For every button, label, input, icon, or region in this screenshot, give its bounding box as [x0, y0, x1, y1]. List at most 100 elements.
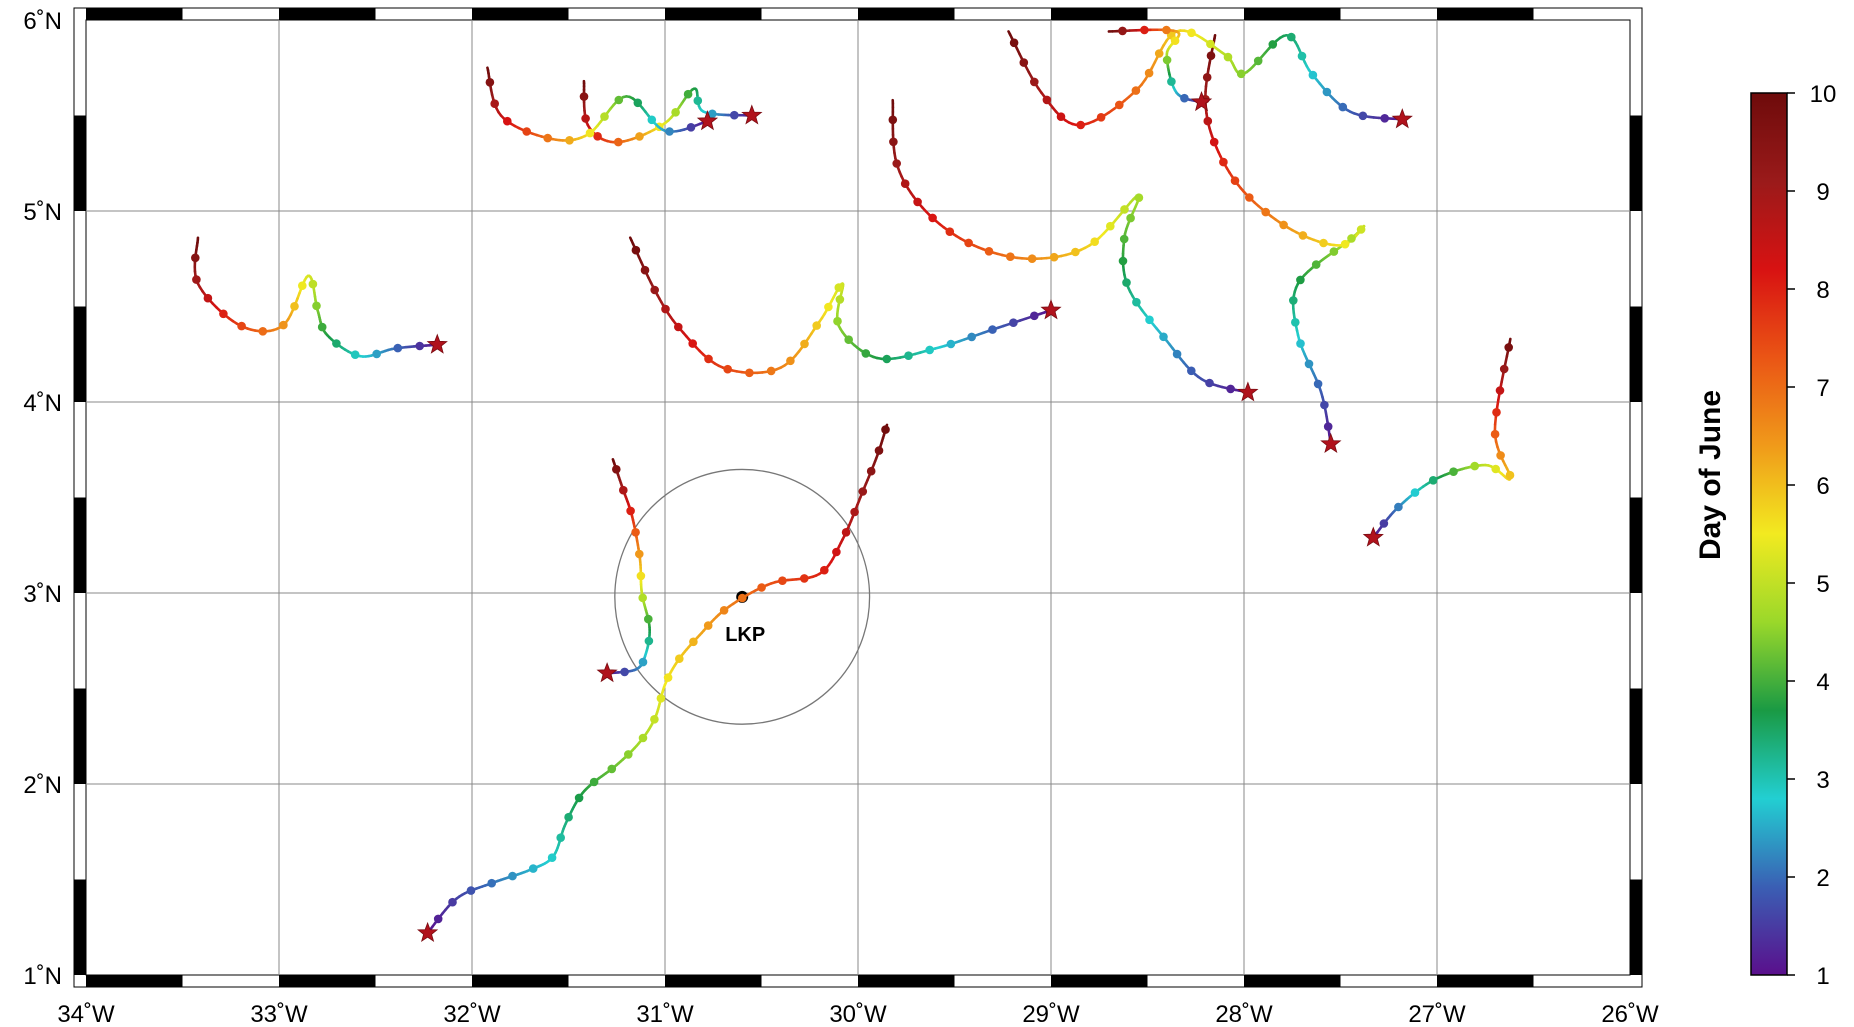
trajectory-point [1279, 220, 1288, 230]
frame-segment-top [1051, 8, 1148, 20]
trajectory-point [1322, 87, 1332, 97]
trajectory [1362, 337, 1515, 547]
x-tick-label: 33˚W [250, 1001, 308, 1027]
trajectory-point [1504, 343, 1513, 352]
frame-segment-top [1437, 8, 1534, 20]
trajectory-point [1298, 231, 1308, 240]
trajectory-point [1206, 51, 1216, 60]
trajectory-point [889, 137, 898, 147]
trajectory-point [1289, 296, 1298, 305]
colorbar-tick-label: 6 [1816, 473, 1829, 500]
trajectory-point [967, 332, 976, 342]
trajectory-point [1428, 476, 1438, 485]
trajectory-point [600, 112, 609, 121]
trajectory-point [1202, 73, 1212, 82]
trajectory-point [638, 733, 648, 743]
trajectory-point [946, 339, 956, 349]
start-star-icon [1320, 432, 1342, 454]
trajectory-point [298, 281, 307, 291]
trajectory [417, 423, 890, 943]
trajectory-point [1340, 239, 1350, 249]
y-tick-label: 6˚N [23, 8, 62, 35]
trajectory-point [1106, 221, 1115, 231]
trajectory-point [614, 95, 624, 105]
y-tick-label: 3˚N [23, 581, 62, 608]
trajectory-point [372, 349, 382, 359]
trajectory-point [640, 265, 650, 275]
trajectory-point [730, 110, 739, 120]
trajectory-point [1304, 359, 1314, 369]
trajectory-point [1118, 256, 1128, 266]
trajectory-point [237, 321, 246, 331]
start-star-icon [1190, 90, 1213, 112]
trajectory-point [661, 304, 670, 314]
trajectory-point [738, 593, 747, 603]
trajectory-point [607, 764, 617, 774]
trajectory-point [1313, 379, 1323, 389]
trajectory [628, 236, 1062, 378]
x-tick-label: 26˚W [1601, 1001, 1659, 1027]
x-tick-label: 27˚W [1408, 1001, 1466, 1027]
trajectory-point [832, 547, 841, 557]
trajectory-point [866, 466, 876, 476]
trajectory-point [892, 159, 901, 168]
trajectory-point [786, 356, 795, 366]
trajectory-point [1144, 68, 1154, 78]
trajectory-point [874, 446, 884, 455]
colorbar-tick-label: 7 [1816, 375, 1829, 402]
colorbar-gradient [1750, 92, 1788, 976]
trajectory-point [1140, 25, 1149, 35]
trajectory-point [1296, 275, 1305, 285]
trajectory-point [589, 777, 599, 787]
colorbar: Day of June 1 2 3 4 5 6 7 8 9 10 [1694, 81, 1836, 990]
trajectory-point [508, 871, 517, 881]
trajectory-point [1209, 137, 1219, 147]
trajectory-point [766, 366, 776, 376]
trajectory-point [1410, 488, 1420, 497]
trajectory-point [1499, 364, 1509, 374]
trajectory-point [1219, 157, 1228, 167]
y-tick-label: 2˚N [23, 772, 62, 799]
trajectory-point [393, 343, 403, 353]
map-grid [86, 20, 1630, 975]
lkp-label: LKP [725, 624, 765, 646]
frame-segment-top [279, 8, 376, 20]
trajectory-point [1119, 234, 1129, 244]
trajectory-point [636, 571, 646, 581]
y-tick-labels: 1˚N 2˚N 3˚N 4˚N 5˚N 6˚N [23, 8, 62, 990]
frame-segment-right [1630, 688, 1642, 784]
trajectory-point [719, 606, 729, 615]
trajectory-point [1009, 318, 1018, 328]
trajectory-point [1226, 384, 1235, 394]
trajectory-point [631, 245, 641, 255]
trajectory-point [1320, 400, 1329, 410]
trajectory-point [1187, 28, 1196, 38]
frame-segment-bottom [472, 975, 569, 987]
trajectory [1107, 25, 1213, 112]
frame-segment-right [1630, 879, 1642, 975]
trajectory-point [1490, 429, 1500, 439]
trajectory-point [703, 621, 713, 630]
trajectory-point [671, 108, 680, 117]
trajectory-point [988, 325, 997, 334]
start-star-icon [1237, 381, 1259, 402]
frame-segment-left [74, 497, 86, 593]
trajectory-point [665, 127, 674, 136]
trajectory-point [624, 750, 633, 759]
trajectory-point [1056, 112, 1066, 121]
trajectory-point [543, 133, 552, 143]
trajectory-point [203, 293, 213, 303]
trajectory-point [290, 302, 299, 311]
trajectory-point [631, 528, 640, 537]
trajectory-segment [486, 66, 490, 72]
trajectory-point [503, 116, 512, 126]
trajectory-point [841, 528, 851, 537]
trajectory-segment [1495, 398, 1500, 410]
trajectory-segment [1503, 355, 1509, 366]
trajectory-point [704, 354, 713, 364]
trajectory-point [688, 339, 697, 348]
colorbar-tick-label: 1 [1816, 963, 1829, 990]
frame-segment-top [665, 8, 762, 20]
frame-segment-bottom [1437, 975, 1534, 987]
trajectory-point [1030, 77, 1039, 87]
